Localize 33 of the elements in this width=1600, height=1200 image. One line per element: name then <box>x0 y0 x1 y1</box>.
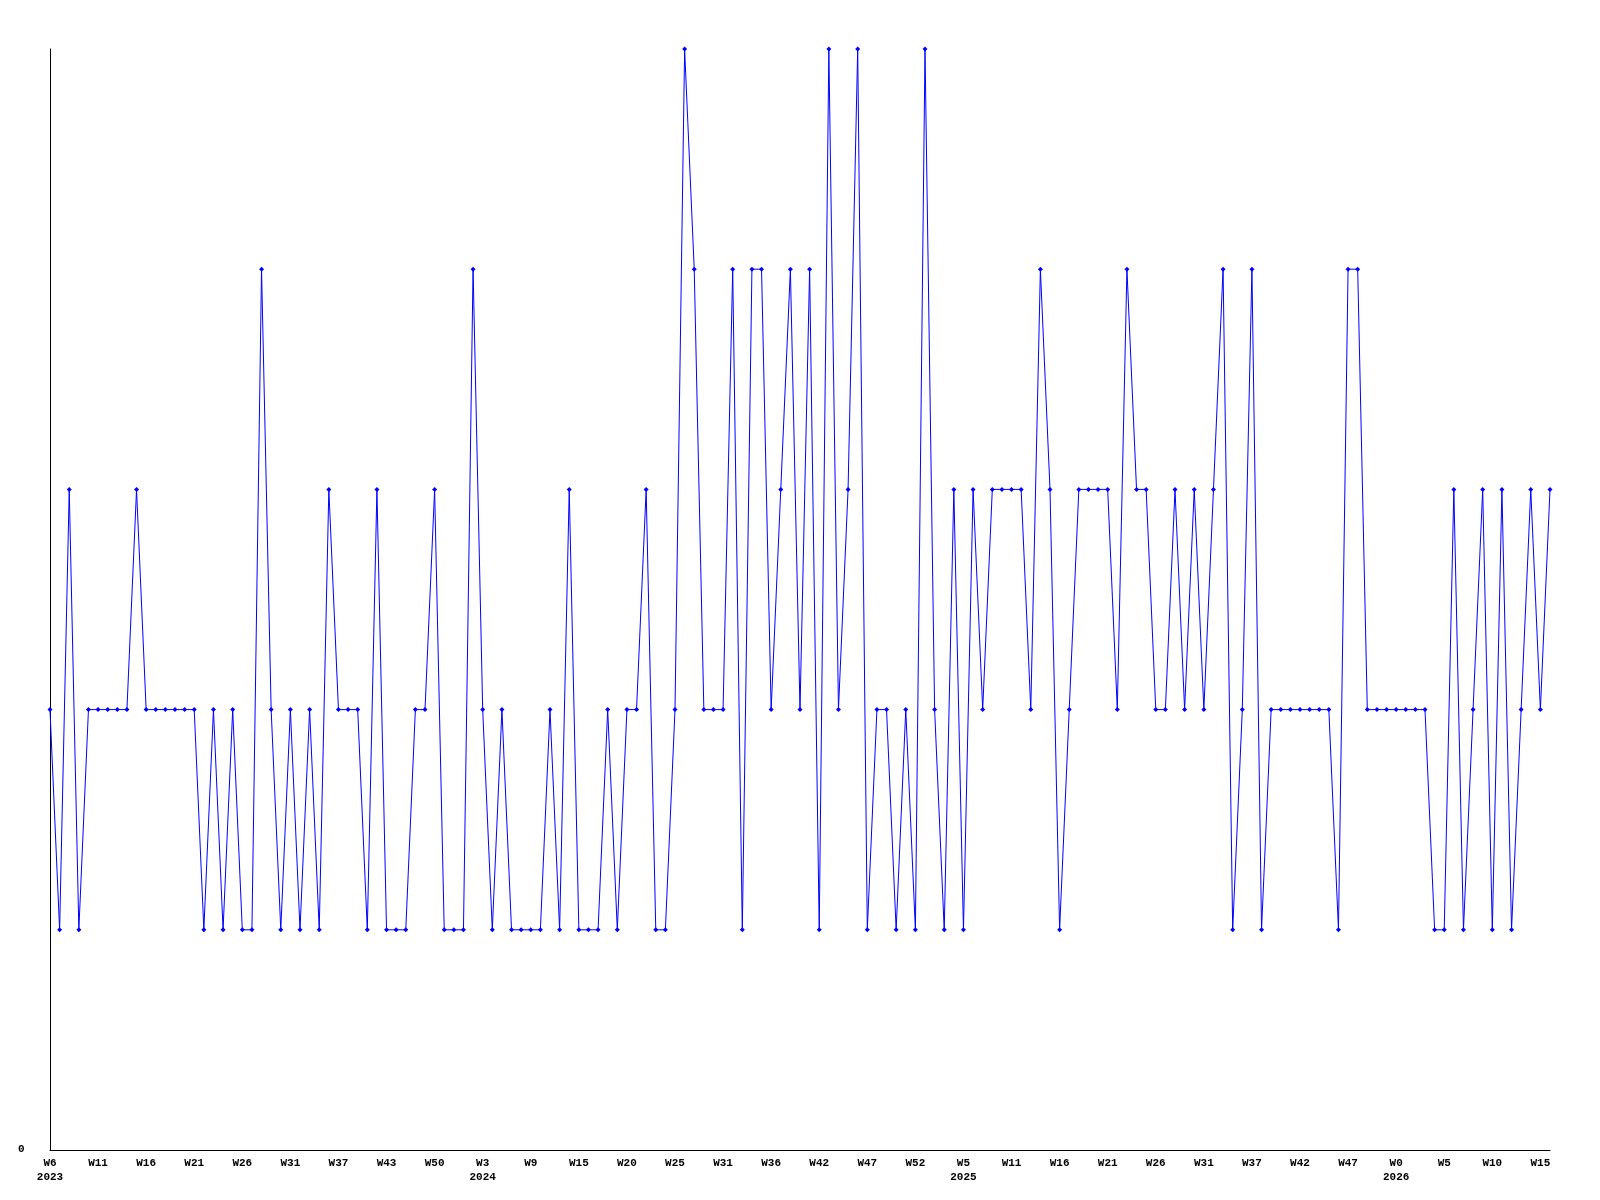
x-tick-label: W43 <box>376 1157 397 1169</box>
x-tick-label: W42 <box>809 1157 830 1169</box>
x-tick-label: W21 <box>184 1157 205 1169</box>
x-tick-label: W50 <box>424 1157 445 1169</box>
x-tick-label: W31 <box>713 1157 734 1169</box>
x-tick-label: W6 2023 <box>36 1157 64 1183</box>
x-tick-label: W26 <box>1145 1157 1166 1169</box>
x-tick-label: W10 <box>1482 1157 1503 1169</box>
x-tick-label: W31 <box>280 1157 301 1169</box>
x-tick-label: W26 <box>232 1157 253 1169</box>
x-tick-label: W3 2024 <box>469 1157 497 1183</box>
x-tick-label: W11 <box>88 1157 109 1169</box>
text: 0 <box>18 1142 25 1155</box>
x-tick-label: W5 2025 <box>950 1157 978 1183</box>
x-tick-label: W11 <box>1001 1157 1022 1169</box>
x-tick-label: W52 <box>905 1157 926 1169</box>
x-tick-label: W47 <box>1338 1157 1358 1169</box>
x-tick-label: W0 2026 <box>1382 1157 1410 1183</box>
x-tick-label: W21 <box>1097 1157 1118 1169</box>
x-tick-label: W20 <box>617 1157 637 1169</box>
x-tick-label: W36 <box>761 1157 782 1169</box>
x-tick-label: W31 <box>1193 1157 1215 1169</box>
x-tick-label: W5 <box>1437 1157 1452 1169</box>
x-tick-label: W16 <box>1049 1157 1070 1169</box>
x-tick-label: W16 <box>136 1157 157 1169</box>
x-tick-label: W37 <box>1242 1157 1262 1169</box>
x-tick-label: W15 <box>568 1157 590 1169</box>
x-tick-label: W37 <box>328 1157 349 1169</box>
x-tick-label: W42 <box>1290 1157 1310 1169</box>
x-tick-label: W9 <box>524 1157 538 1169</box>
x-tick-label: W47 <box>857 1157 878 1169</box>
x-tick-label: W15 <box>1530 1157 1551 1169</box>
x-tick-label: W25 <box>665 1157 686 1169</box>
